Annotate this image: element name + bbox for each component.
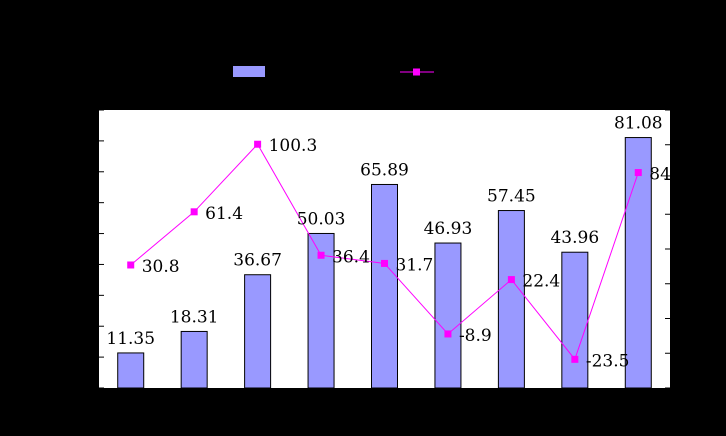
bar-value-label: 46.93	[424, 219, 473, 239]
bar	[371, 183, 398, 389]
line-point	[634, 169, 642, 177]
right-axis-ticks	[665, 109, 671, 389]
line-value-label: -23.5	[586, 351, 630, 371]
line-value-label: 30.8	[142, 257, 180, 277]
bar-value-label: 50.03	[297, 209, 346, 229]
line-value-label: 100.3	[269, 136, 318, 156]
bar-value-label: 81.08	[614, 114, 663, 134]
legend	[233, 66, 434, 77]
line-markers	[127, 140, 642, 363]
line-point	[571, 355, 579, 363]
left-axis-ticks	[98, 109, 104, 389]
bar	[434, 242, 462, 389]
line-value-label: 22.4	[522, 272, 560, 292]
line-point	[507, 276, 515, 284]
line-point	[127, 261, 135, 269]
bar	[561, 251, 589, 389]
line-point	[317, 251, 325, 259]
legend-line-marker	[413, 68, 420, 76]
bar-value-label: 57.45	[487, 187, 536, 207]
bar	[117, 352, 145, 389]
line-point	[381, 259, 388, 267]
line-value-label: 36.4	[332, 247, 370, 267]
legend-bar-swatch	[233, 66, 265, 77]
bar	[244, 274, 272, 389]
line-value-label: 61.4	[205, 204, 243, 224]
line-value-label: 31.7	[396, 255, 434, 275]
bar	[180, 330, 208, 389]
line-value-label: -8.9	[459, 326, 492, 346]
bar-value-label: 43.96	[550, 228, 599, 248]
line-point	[444, 330, 452, 338]
line-point	[190, 208, 198, 216]
bar	[497, 210, 525, 389]
bar-value-label: 18.31	[170, 307, 219, 327]
bar-series	[117, 137, 652, 389]
bar	[307, 232, 335, 389]
bar-value-label: 36.67	[233, 251, 282, 271]
data-labels: 11.35 18.31 36.67 50.03 65.89 46.93 57.45 43.96…	[106, 114, 671, 372]
line-point	[254, 140, 262, 148]
bar	[624, 137, 652, 389]
bar-value-label: 65.89	[360, 160, 409, 180]
bar-value-label: 11.35	[106, 329, 155, 349]
line-value-label: 84	[649, 165, 671, 185]
